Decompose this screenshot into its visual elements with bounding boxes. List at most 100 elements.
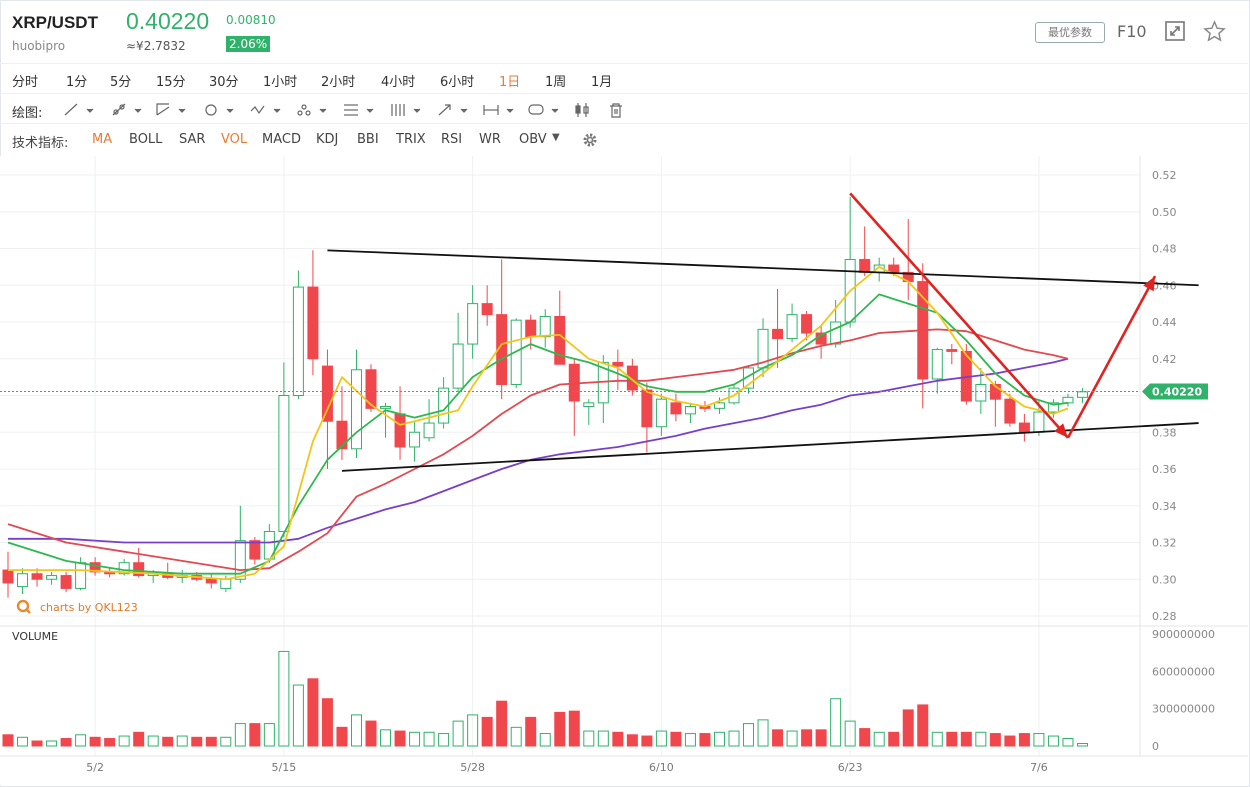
candle-body: [46, 575, 58, 580]
timeframe-4[interactable]: 30分: [209, 75, 239, 90]
candle: [60, 571, 72, 593]
volume-bar: [75, 734, 87, 747]
volume-bar: [133, 731, 145, 747]
volume-bar: [670, 731, 682, 747]
volume-bar: [641, 735, 653, 747]
fibonacci-tool-icon[interactable]: [344, 104, 374, 116]
candle: [17, 568, 29, 594]
indicator-wr[interactable]: WR: [479, 132, 501, 147]
volume-bar: [496, 700, 508, 747]
timeframe-5[interactable]: 1小时: [263, 75, 298, 90]
candle-body: [452, 343, 464, 389]
volume-bar: [960, 731, 972, 747]
price-tick-label: 0.42: [1152, 353, 1177, 366]
indicator-boll[interactable]: BOLL: [129, 132, 163, 147]
volume-bar: [1047, 735, 1059, 747]
timeframe-0[interactable]: 分时: [12, 75, 39, 90]
timeframe-11[interactable]: 1月: [591, 75, 613, 90]
candle-body: [2, 569, 14, 584]
indicator-vol[interactable]: VOL: [221, 132, 248, 147]
volume-bar: [975, 731, 987, 747]
volume-bar: [917, 704, 929, 747]
price-chart[interactable]: 0.520.500.480.460.440.420.400.380.360.34…: [0, 156, 1248, 785]
timeframe-1[interactable]: 1分: [66, 75, 88, 90]
volume-bar: [1033, 733, 1045, 747]
volume-bar: [655, 730, 667, 747]
shape-tool-icon[interactable]: [205, 104, 234, 116]
volume-tick-label: 600000000: [1152, 665, 1215, 678]
candle: [46, 571, 58, 585]
candle: [481, 285, 493, 326]
candle-body: [786, 314, 798, 340]
timeframe-10[interactable]: 1周: [545, 75, 567, 90]
volume-bar: [1062, 738, 1074, 747]
timeframe-3[interactable]: 15分: [156, 75, 186, 90]
indicator-rsi[interactable]: RSI: [441, 132, 463, 147]
comment-tool-icon[interactable]: [528, 104, 559, 115]
ray-tool-icon[interactable]: [112, 103, 142, 116]
volume-bar: [989, 733, 1001, 747]
volume-bar: [31, 740, 43, 747]
price-tick-label: 0.50: [1152, 206, 1177, 219]
more-indicators-chevron-icon[interactable]: ▼: [552, 132, 560, 143]
chart-grid: [0, 156, 1248, 785]
candle-body: [292, 286, 304, 396]
line-tool-icon[interactable]: [64, 103, 94, 116]
candle-body: [278, 395, 290, 532]
candle-body: [946, 349, 958, 352]
current-price-tag: [1142, 383, 1208, 400]
trash-icon[interactable]: [610, 103, 622, 118]
volume-bar: [801, 729, 813, 747]
fullscreen-icon[interactable]: [1164, 20, 1186, 42]
channel-tool-icon[interactable]: [156, 103, 186, 116]
indicator-obv[interactable]: OBV: [519, 132, 547, 147]
date-tick-label: 5/15: [272, 761, 297, 774]
volume-bar: [394, 730, 406, 747]
timeframe-8[interactable]: 6小时: [440, 75, 475, 90]
candle: [31, 568, 43, 587]
current-price-marker: 0.40220: [0, 383, 1208, 400]
gann-tool-icon[interactable]: [391, 104, 421, 116]
volume-bar: [728, 730, 740, 747]
volume-bar: [191, 736, 203, 747]
timeframe-6[interactable]: 2小时: [321, 75, 356, 90]
candle: [612, 349, 624, 390]
indicator-kdj[interactable]: KDJ: [316, 132, 339, 147]
candle: [205, 573, 217, 589]
wave-tool-icon[interactable]: [250, 105, 281, 115]
volume-bar: [147, 735, 159, 747]
f10-button[interactable]: F10: [1117, 22, 1147, 41]
settings-gear-icon[interactable]: [581, 131, 599, 149]
indicator-bbi[interactable]: BBI: [357, 132, 379, 147]
timeframe-2[interactable]: 5分: [110, 75, 132, 90]
current-price-label: 0.40220: [1152, 385, 1202, 398]
candle-style-icon[interactable]: [575, 103, 589, 117]
candle-body: [118, 562, 130, 575]
indicator-trix[interactable]: TRIX: [396, 132, 426, 147]
candle-body: [75, 562, 87, 589]
volume-bar: [350, 714, 362, 747]
date-tick-label: 7/6: [1030, 761, 1048, 774]
measure-tool-icon[interactable]: [483, 105, 514, 115]
indicator-sar[interactable]: SAR: [179, 132, 206, 147]
volume-bar: [931, 731, 943, 747]
volume-bar: [60, 738, 72, 747]
arrow-tool-icon[interactable]: [438, 104, 468, 116]
drawing-tools: [64, 103, 622, 118]
volume-bar: [859, 728, 871, 747]
volume-axis: 900000000 600000000 300000000 0: [1152, 628, 1215, 753]
candle-body: [380, 406, 392, 409]
candle-body: [467, 303, 479, 345]
pattern-tool-icon[interactable]: [297, 104, 327, 116]
indicator-ma[interactable]: MA: [92, 132, 113, 147]
candle: [409, 421, 421, 462]
timeframe-9[interactable]: 1日: [499, 75, 521, 90]
timeframe-7[interactable]: 4小时: [381, 75, 416, 90]
favorite-star-icon[interactable]: [1203, 20, 1226, 43]
volume-bar: [554, 711, 566, 747]
volume-bar: [17, 736, 29, 747]
indicator-macd[interactable]: MACD: [262, 132, 301, 147]
volume-bar: [626, 734, 638, 747]
indicator-bar: 技术指标: MA BOLL SAR VOL MACD KDJ BBI TRIX RSI WR OBV…: [0, 123, 1248, 157]
best-params-button[interactable]: 最优参数: [1035, 22, 1105, 43]
